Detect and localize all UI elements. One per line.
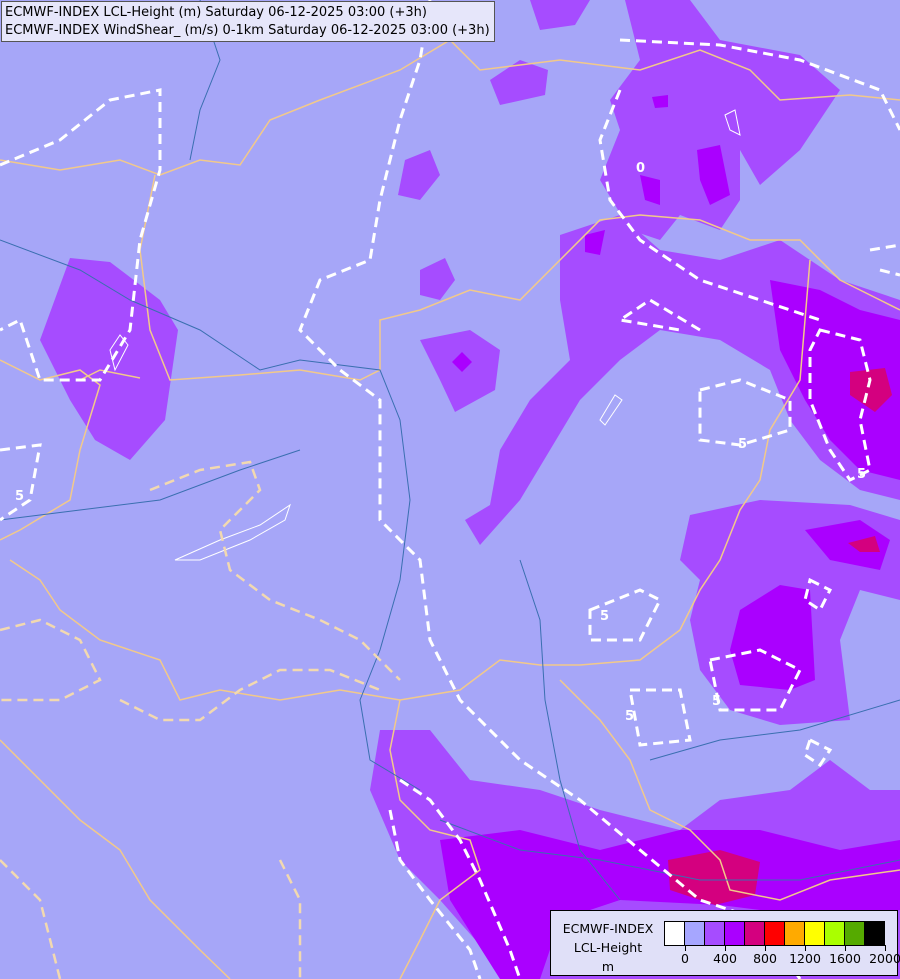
legend-tick-label: 400 — [713, 951, 737, 966]
legend-tick — [885, 945, 886, 951]
legend-tick-label: 800 — [753, 951, 777, 966]
lakes — [109, 109, 741, 561]
lcl-height-fields — [40, 0, 900, 979]
legend-swatches — [664, 921, 885, 946]
legend-swatch — [825, 922, 845, 945]
legend-tick-label: 0 — [681, 951, 689, 966]
legend-title: ECMWF-INDEX LCL-Height m — [553, 919, 663, 976]
legend-tick-label: 1200 — [789, 951, 821, 966]
legend-tick — [805, 945, 806, 951]
contour-label: 5 — [625, 709, 634, 724]
lcl-zone-200-400-west — [40, 258, 178, 460]
lcl-zone-200-400-small2 — [398, 150, 440, 200]
title-line-lcl-height: ECMWF-INDEX LCL-Height (m) Saturday 06-1… — [5, 5, 427, 20]
legend-title-line: LCL-Height — [573, 940, 643, 955]
legend-tick-label: 2000 — [869, 951, 900, 966]
legend-swatch — [785, 922, 805, 945]
title-line-wind-shear: ECMWF-INDEX WindShear_ (m/s) 0-1km Satur… — [5, 23, 490, 38]
legend-tick — [685, 945, 686, 951]
legend-title-line: m — [601, 959, 615, 974]
contour-label: 5 — [738, 437, 747, 452]
lcl-zone-400-600-small — [452, 95, 730, 372]
legend-tick — [765, 945, 766, 951]
legend-swatch — [665, 922, 685, 945]
rivers — [0, 0, 900, 901]
legend-tick — [845, 945, 846, 951]
legend-swatch — [865, 922, 884, 945]
lcl-zone-400-600-south — [440, 830, 900, 979]
lcl-zone-200-400-small — [420, 258, 455, 300]
lcl-zone-200-400-center — [420, 330, 500, 412]
map-title-box: ECMWF-INDEX LCL-Height (m) Saturday 06-1… — [1, 1, 495, 42]
contour-label: 5 — [15, 489, 24, 504]
legend-title-line: ECMWF-INDEX — [562, 921, 654, 936]
legend-swatch — [845, 922, 865, 945]
contour-label: 5 — [857, 467, 866, 482]
legend-tick — [725, 945, 726, 951]
lcl-zone-400-600-east — [770, 280, 900, 480]
lcl-zone-200-400-north — [490, 0, 840, 240]
contour-labels: 5 5 5 5 5 5 0 — [15, 161, 866, 724]
legend-swatch — [685, 922, 705, 945]
legend-swatch — [805, 922, 825, 945]
legend-swatch — [705, 922, 725, 945]
contour-label: 5 — [600, 609, 609, 624]
contour-label: 5 — [712, 694, 721, 709]
legend-swatch — [745, 922, 765, 945]
legend-swatch — [725, 922, 745, 945]
legend-tick-label: 1600 — [829, 951, 861, 966]
wind-shear-contours-dim — [0, 460, 401, 979]
country-borders — [0, 39, 900, 979]
contour-label: 0 — [636, 161, 645, 176]
color-legend: ECMWF-INDEX LCL-Height m 0 400 800 1200 1600… — [550, 910, 900, 976]
legend-swatch — [765, 922, 785, 945]
